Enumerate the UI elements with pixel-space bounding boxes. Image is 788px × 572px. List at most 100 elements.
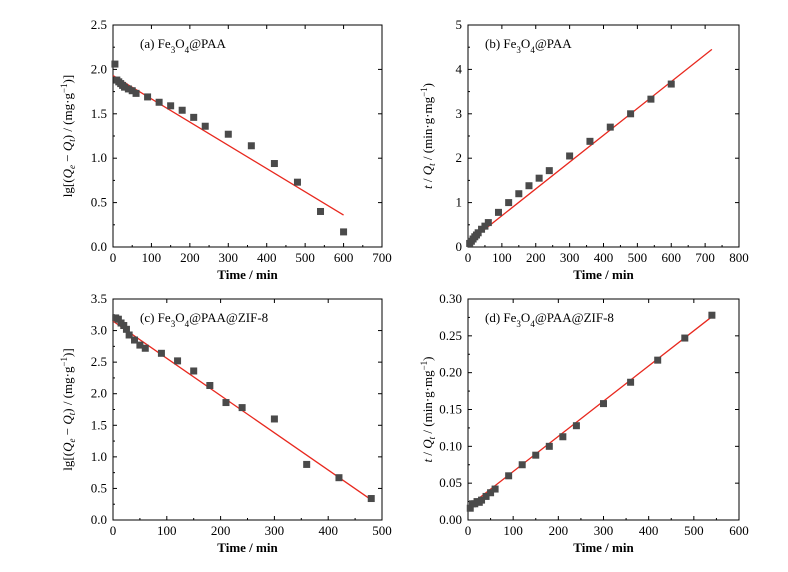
x-tick-label: 0 xyxy=(110,250,117,265)
x-axis-title: Time / min xyxy=(217,267,278,282)
y-tick-label: 1.0 xyxy=(91,150,107,165)
data-point xyxy=(155,98,163,106)
x-tick-label: 0 xyxy=(465,250,472,265)
x-tick-label: 0 xyxy=(465,523,472,538)
chart-panel-c: 0 100 200 300 400 500 0.0 0.5 1.0 1.5 2.0 2.5 3.0 3.5… xyxy=(59,291,392,555)
chart-panel-a: 0 100 200 300 400 500 600 700 0.0 0.5 1.0 1.5 2.0 2.5… xyxy=(59,17,392,282)
x-tick-label: 100 xyxy=(157,523,177,538)
data-point xyxy=(681,334,689,342)
data-point xyxy=(494,208,502,216)
y-tick-label: 4 xyxy=(456,61,463,76)
x-tick-label: 600 xyxy=(729,523,749,538)
data-point xyxy=(505,199,513,207)
plot-frame xyxy=(467,298,740,521)
data-point xyxy=(505,472,513,480)
data-point xyxy=(478,496,486,504)
x-tick-label: 700 xyxy=(372,250,392,265)
x-tick-label: 200 xyxy=(549,523,569,538)
y-tick-label: 5 xyxy=(456,17,463,32)
data-point xyxy=(545,167,553,175)
y-tick-label: 2 xyxy=(456,150,463,165)
panel-title: (d) Fe3O4@PAA@ZIF-8 xyxy=(485,310,614,329)
x-tick-label: 100 xyxy=(492,250,512,265)
data-point xyxy=(532,451,540,459)
x-tick-label: 600 xyxy=(334,250,354,265)
panel-title: (b) Fe3O4@PAA xyxy=(485,36,572,55)
y-tick-label: 0.30 xyxy=(439,291,462,306)
y-tick-label: 0.05 xyxy=(439,475,462,490)
y-tick-label: 0 xyxy=(456,239,463,254)
data-point xyxy=(174,357,182,365)
data-point xyxy=(627,110,635,118)
chart-panel-b: 0 100 200 300 400 500 600 700 800 0 1 2 3 4 5 Time / mi… xyxy=(419,17,749,282)
data-point xyxy=(491,485,499,493)
data-point xyxy=(201,122,209,130)
data-point xyxy=(206,382,214,390)
y-tick-label: 1.5 xyxy=(91,417,107,432)
data-point xyxy=(518,461,526,469)
data-point xyxy=(606,123,614,131)
y-tick-label: 1 xyxy=(456,195,463,210)
x-tick-label: 500 xyxy=(628,250,648,265)
x-tick-label: 200 xyxy=(211,523,231,538)
x-tick-label: 500 xyxy=(295,250,315,265)
data-point xyxy=(654,356,662,364)
x-tick-label: 400 xyxy=(257,250,277,265)
y-tick-label: 1.0 xyxy=(91,449,107,464)
y-tick-label: 0.20 xyxy=(439,365,462,380)
y-axis-title: lg[(Qe − Qt) / (mg·g−1)] xyxy=(59,75,77,197)
data-point xyxy=(466,504,474,512)
panel-title: (a) Fe3O4@PAA xyxy=(140,36,226,55)
data-point xyxy=(627,378,635,386)
data-point xyxy=(224,130,232,138)
data-point xyxy=(270,415,278,423)
y-tick-label: 1.5 xyxy=(91,106,107,121)
x-tick-label: 300 xyxy=(265,523,285,538)
y-tick-label: 0.25 xyxy=(439,328,462,343)
y-tick-label: 0.10 xyxy=(439,438,462,453)
data-point xyxy=(114,315,122,323)
data-point xyxy=(484,219,492,227)
y-axis-title: t / Qt / (min·g·mg−1) xyxy=(419,83,437,189)
chart-panels: 0 100 200 300 400 500 600 7000.00.51.01.52.02.5… xyxy=(59,17,749,555)
data-point xyxy=(482,492,490,500)
y-tick-label: 0.5 xyxy=(91,195,107,210)
x-tick-label: 700 xyxy=(695,250,715,265)
data-point xyxy=(121,83,129,91)
data-point xyxy=(136,341,144,349)
data-point xyxy=(545,442,553,450)
data-point xyxy=(111,60,119,68)
data-point xyxy=(481,222,489,230)
data-point xyxy=(600,400,607,408)
x-tick-label: 300 xyxy=(594,523,614,538)
data-point xyxy=(335,474,343,482)
plot-frame xyxy=(112,298,383,521)
y-tick-label: 2.5 xyxy=(91,354,107,369)
x-tick-label: 200 xyxy=(526,250,546,265)
data-point xyxy=(238,404,246,412)
data-point xyxy=(190,113,198,121)
x-tick-label: 400 xyxy=(639,523,659,538)
data-point xyxy=(525,182,533,190)
y-axis-title: t / Qt / (min·g·mg−1) xyxy=(419,356,437,462)
chart-panel-d: 0 100 200 300 400 500 600 0.00 0.05 0.10 0.15 0.20 0… xyxy=(419,291,749,555)
y-tick-label: 2.5 xyxy=(91,17,107,32)
x-tick-label: 600 xyxy=(662,250,682,265)
data-point xyxy=(167,102,175,110)
x-tick-label: 500 xyxy=(684,523,704,538)
panel-title: (c) Fe3O4@PAA@ZIF-8 xyxy=(140,310,268,329)
fit-line xyxy=(112,75,344,216)
y-tick-label: 0.5 xyxy=(91,480,107,495)
data-point xyxy=(122,325,130,333)
x-axis-title: Time / min xyxy=(573,267,634,282)
y-tick-label: 0.00 xyxy=(439,512,462,527)
y-tick-label: 3.0 xyxy=(91,323,107,338)
x-tick-label: 400 xyxy=(318,523,338,538)
x-tick-label: 400 xyxy=(594,250,614,265)
x-tick-label: 100 xyxy=(142,250,162,265)
x-axis-title: Time / min xyxy=(573,540,634,555)
data-point xyxy=(222,399,230,407)
data-point xyxy=(340,228,348,236)
data-point xyxy=(247,142,255,150)
y-tick-label: 2.0 xyxy=(91,61,107,76)
